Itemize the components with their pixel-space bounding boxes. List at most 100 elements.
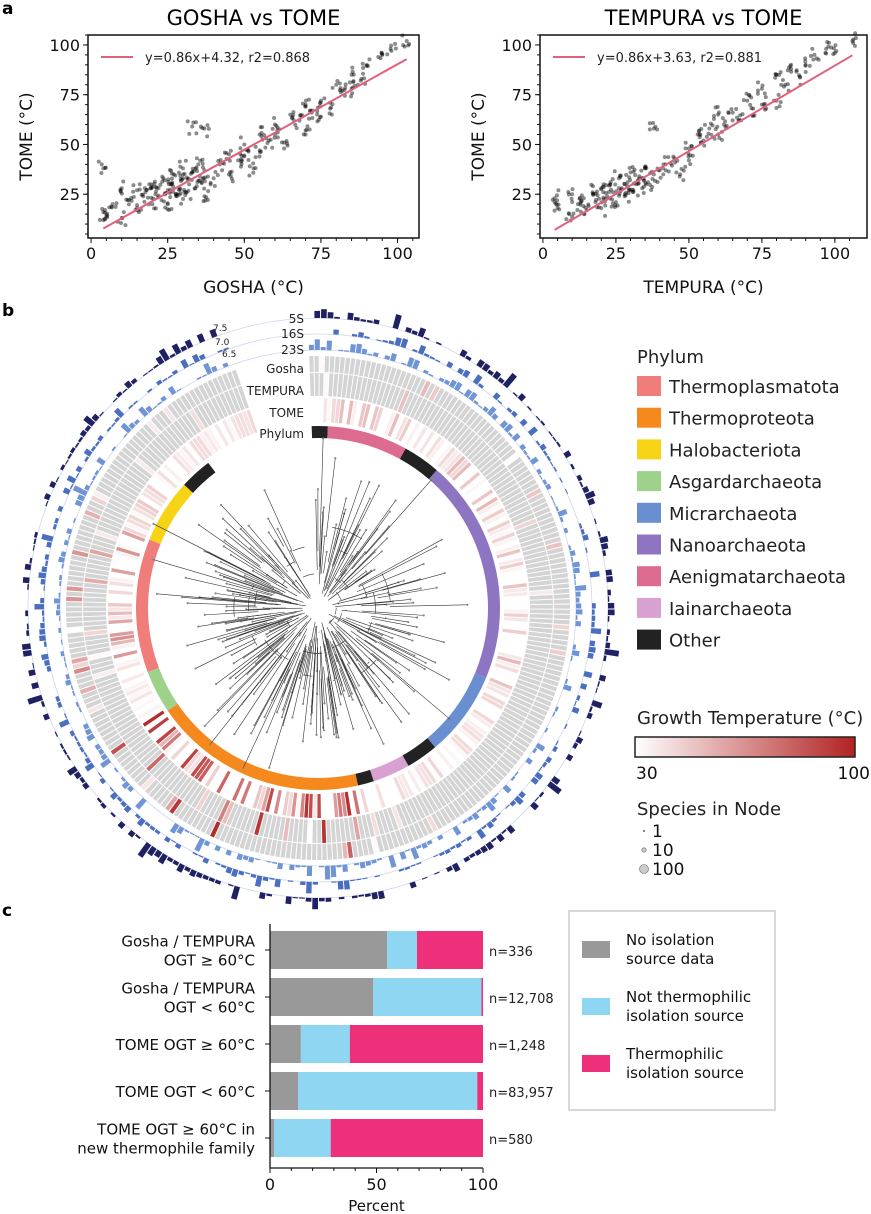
rrna-bar-16s	[351, 333, 358, 337]
heat-cell-gosha	[399, 828, 410, 845]
data-point	[152, 181, 157, 186]
heat-cell-gosha	[66, 612, 83, 617]
data-point	[139, 192, 144, 197]
tree-branch	[235, 636, 285, 679]
rrna-bar-16s	[123, 805, 132, 813]
heat-cell-gosha	[358, 359, 366, 377]
data-point	[607, 190, 612, 195]
rrna-bar-23s	[72, 517, 77, 524]
heat-cell-tome	[313, 793, 317, 818]
rrna-bar-16s	[542, 450, 548, 456]
rrna-bar-23s	[58, 592, 61, 598]
heat-cell-tome	[342, 399, 350, 425]
rrna-bar-5s	[377, 890, 385, 900]
heat-cell-tempura	[90, 544, 114, 554]
tree-branch	[371, 615, 409, 623]
phylum-arc-micrarchaeota	[427, 673, 487, 748]
rrna-bar-16s	[527, 426, 538, 436]
tree-branch	[235, 618, 288, 637]
tree-branch	[264, 490, 292, 550]
heat-cell-tome	[121, 530, 146, 542]
tree-branch	[187, 622, 268, 646]
data-point	[137, 187, 142, 192]
data-point	[337, 81, 342, 86]
heat-cell-tome	[457, 468, 478, 487]
data-point	[577, 196, 582, 201]
rrna-bar-5s	[79, 429, 88, 438]
heat-cell-tome	[188, 440, 206, 462]
data-point	[803, 70, 808, 75]
heat-cell-gosha	[139, 427, 154, 442]
heat-cell-gosha	[116, 750, 133, 764]
heat-cell-gosha	[301, 843, 307, 860]
tree-node	[252, 692, 255, 696]
bar-count: n=12,708	[489, 992, 554, 1007]
data-point	[149, 195, 154, 200]
heat-cell-gosha	[553, 604, 570, 609]
data-point	[335, 78, 340, 83]
rrna-bar-5s	[55, 476, 60, 483]
tree-branch	[345, 649, 376, 697]
heat-cell-tempura	[450, 424, 469, 446]
data-point	[149, 182, 154, 187]
rrna-bar-16s	[538, 766, 543, 772]
data-point	[100, 206, 105, 211]
data-point	[274, 123, 279, 128]
rrna-bar-5s	[605, 569, 613, 576]
heat-cell-tome	[447, 739, 468, 759]
tree-node	[323, 535, 326, 538]
rrna-bar-16s	[94, 441, 100, 447]
tree-node	[266, 635, 269, 638]
data-point	[103, 217, 108, 222]
rrna-bar-23s	[573, 574, 576, 580]
heat-cell-gosha	[231, 369, 242, 387]
rrna-bar-23s	[552, 501, 556, 506]
heat-cell-tempura	[283, 817, 290, 841]
data-point	[578, 200, 583, 205]
tree-node	[302, 687, 305, 690]
legend-swatch-nanoarchaeota	[637, 534, 661, 555]
tree-branch	[303, 645, 312, 689]
heat-cell-gosha	[135, 431, 150, 446]
tree-branch	[227, 656, 277, 712]
tree-node	[339, 703, 342, 706]
tree-branch	[304, 622, 316, 676]
heat-cell-gosha	[415, 378, 426, 395]
rrna-bar-16s	[42, 616, 45, 622]
tree-branch-arc	[381, 573, 391, 601]
tree-branch	[371, 618, 417, 628]
rrna-bar-23s	[569, 550, 576, 557]
rrna-bar-23s	[89, 480, 94, 486]
tree-branch	[367, 627, 393, 639]
rrna-bar-5s	[435, 341, 442, 346]
data-point	[389, 48, 394, 53]
data-point	[779, 82, 784, 87]
rrna-bar-5s	[67, 765, 78, 776]
data-point	[103, 165, 108, 170]
rrna-bar-23s	[342, 864, 349, 872]
data-point	[762, 91, 767, 96]
rrna-bar-16s	[97, 435, 104, 442]
tree-branch	[356, 638, 401, 673]
heat-cell-tempura	[431, 785, 447, 807]
rrna-bar-5s	[526, 405, 532, 411]
tree-branch	[267, 518, 285, 547]
data-point	[190, 166, 195, 171]
bar-segment	[270, 931, 388, 969]
data-point	[590, 191, 595, 196]
rrna-bar-23s	[355, 343, 363, 354]
data-point	[702, 143, 707, 148]
data-point	[696, 129, 701, 134]
heat-cell-tome	[150, 720, 172, 738]
data-point	[107, 205, 112, 210]
tree-node	[214, 563, 217, 567]
chart-title: GOSHA vs TOME	[167, 6, 341, 30]
data-point	[300, 101, 305, 106]
tree-node	[332, 733, 336, 736]
heat-cell-tome	[489, 677, 513, 690]
heat-cell-tome	[194, 758, 211, 780]
rrna-bar-16s	[43, 585, 45, 591]
heat-cell-tome	[503, 591, 528, 597]
rrna-bar-16s	[38, 572, 47, 579]
heat-cell-tempura	[201, 401, 217, 424]
